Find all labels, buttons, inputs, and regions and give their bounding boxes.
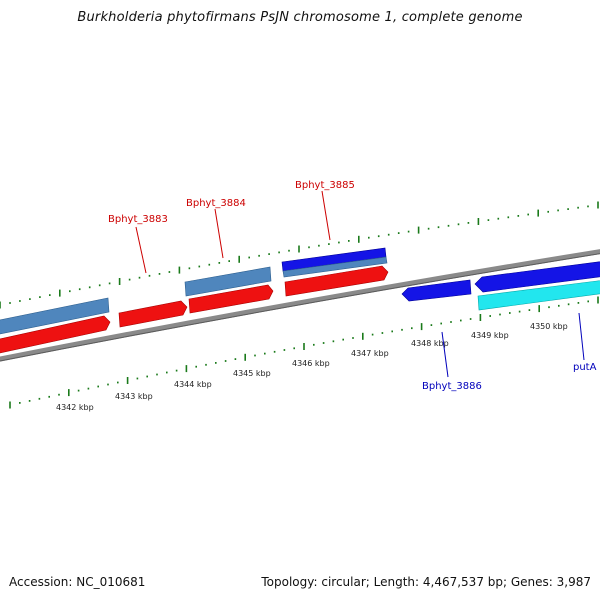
- leader-line: [135, 226, 147, 274]
- tick-label: 4349 kbp: [471, 331, 509, 340]
- gene-label-reverse[interactable]: Bphyt_3886: [422, 381, 482, 392]
- tick-label: 4347 kbp: [351, 349, 389, 358]
- tick-label: 4348 kbp: [411, 339, 449, 348]
- gene-labels: Bphyt_3883 Bphyt_3884 Bphyt_3885 Bphyt_3…: [108, 180, 597, 392]
- cds-arrow-forward[interactable]: [284, 265, 389, 297]
- tick-label: 4343 kbp: [115, 392, 153, 401]
- leader-line: [441, 331, 449, 378]
- genome-backbone-shadow: [0, 253, 600, 362]
- accession-text: Accession: NC_010681: [9, 575, 146, 589]
- cds-arrow-reverse[interactable]: [401, 279, 472, 302]
- leader-line: [321, 190, 331, 241]
- genome-summary-text: Topology: circular; Length: 4,467,537 bp…: [261, 575, 591, 589]
- cds-arrow-forward[interactable]: [188, 284, 274, 314]
- gene-label-forward[interactable]: Bphyt_3884: [186, 198, 246, 209]
- gene-bar-forward[interactable]: [0, 297, 110, 335]
- outer-tick-track: [0, 201, 599, 309]
- leader-line: [214, 208, 224, 259]
- gene-bar-forward[interactable]: [282, 256, 388, 278]
- gene-label-forward[interactable]: Bphyt_3883: [108, 214, 168, 225]
- gene-bar-forward[interactable]: [184, 266, 272, 297]
- feature-bar-reverse[interactable]: [477, 280, 600, 311]
- gene-label-forward[interactable]: Bphyt_3885: [295, 180, 355, 191]
- tick-label: 4345 kbp: [233, 369, 271, 378]
- leader-line: [578, 312, 585, 361]
- cds-arrow-reverse[interactable]: [474, 261, 600, 293]
- inner-tick-track: [9, 296, 599, 409]
- tick-label: 4344 kbp: [174, 380, 212, 389]
- genome-backbone: [0, 249, 600, 362]
- map-title: Burkholderia phytofirmans PsJN chromosom…: [77, 10, 523, 25]
- gene-label-reverse[interactable]: putA: [573, 362, 597, 373]
- cds-arrow-forward[interactable]: [118, 300, 188, 328]
- cds-arrow-forward[interactable]: [0, 315, 111, 354]
- tick-label: 4346 kbp: [292, 359, 330, 368]
- tick-labels: 4342 kbp 4343 kbp 4344 kbp 4345 kbp 4346…: [56, 322, 568, 412]
- forward-strand: [0, 247, 389, 354]
- tick-label: 4350 kbp: [530, 322, 568, 331]
- tick-label: 4342 kbp: [56, 403, 94, 412]
- reverse-strand: [401, 261, 600, 311]
